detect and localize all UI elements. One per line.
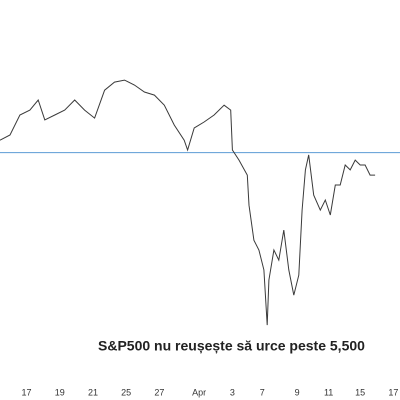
x-tick-label: 19 [55, 387, 65, 397]
annotation: S&P500 nu reușește să urce peste 5,500 [98, 338, 365, 354]
x-tick-label: 7 [260, 387, 265, 397]
x-tick-label: 21 [88, 387, 98, 397]
x-tick-label: 17 [388, 387, 398, 397]
x-tick-label: 11 [324, 387, 333, 397]
x-tick-label: Apr [192, 387, 206, 397]
x-tick-label: 17 [22, 387, 32, 397]
x-tick-label: 25 [121, 387, 131, 397]
x-tick-label: 15 [355, 387, 365, 397]
x-tick-label: 3 [230, 387, 235, 397]
price-line [0, 79, 376, 326]
x-tick-label: 9 [295, 387, 300, 397]
x-tick-label: 27 [154, 387, 164, 397]
